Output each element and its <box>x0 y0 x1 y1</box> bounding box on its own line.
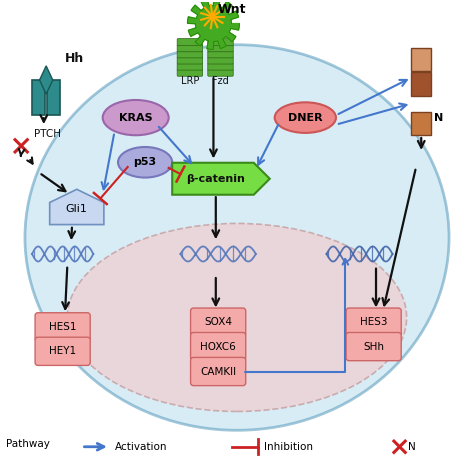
FancyBboxPatch shape <box>346 308 401 336</box>
Polygon shape <box>50 189 104 225</box>
FancyBboxPatch shape <box>191 332 246 361</box>
Text: Hh: Hh <box>65 52 84 65</box>
FancyBboxPatch shape <box>411 48 431 71</box>
FancyBboxPatch shape <box>177 38 202 46</box>
Text: p53: p53 <box>134 157 157 167</box>
Text: Wnt: Wnt <box>218 3 246 16</box>
Text: CAMKII: CAMKII <box>200 366 236 376</box>
Ellipse shape <box>275 102 336 133</box>
FancyBboxPatch shape <box>35 337 90 365</box>
Text: Fzd: Fzd <box>212 76 229 86</box>
FancyBboxPatch shape <box>191 308 246 336</box>
FancyBboxPatch shape <box>177 69 202 76</box>
Text: Gli1: Gli1 <box>66 204 88 214</box>
FancyBboxPatch shape <box>177 45 202 52</box>
Ellipse shape <box>67 223 407 411</box>
Text: DNER: DNER <box>288 113 323 123</box>
FancyBboxPatch shape <box>32 80 45 115</box>
Text: N: N <box>408 442 415 452</box>
Text: HES3: HES3 <box>360 317 387 327</box>
Text: HOXC6: HOXC6 <box>201 342 236 352</box>
FancyBboxPatch shape <box>208 63 233 70</box>
Polygon shape <box>39 66 53 94</box>
Text: β-catenin: β-catenin <box>186 174 245 184</box>
Text: HEY1: HEY1 <box>49 346 76 356</box>
FancyBboxPatch shape <box>411 112 431 135</box>
Text: Pathway: Pathway <box>6 439 50 449</box>
Text: PTCH: PTCH <box>34 129 61 139</box>
FancyBboxPatch shape <box>191 357 246 386</box>
Text: SOX4: SOX4 <box>204 317 232 327</box>
FancyBboxPatch shape <box>208 45 233 52</box>
Ellipse shape <box>25 45 449 430</box>
FancyBboxPatch shape <box>177 57 202 64</box>
Text: Inhibition: Inhibition <box>264 442 313 452</box>
FancyBboxPatch shape <box>411 72 431 96</box>
FancyBboxPatch shape <box>208 51 233 58</box>
Text: SHh: SHh <box>363 342 384 352</box>
FancyBboxPatch shape <box>177 63 202 70</box>
FancyBboxPatch shape <box>47 80 60 115</box>
Ellipse shape <box>118 147 172 178</box>
Text: KRAS: KRAS <box>119 113 153 123</box>
FancyBboxPatch shape <box>177 51 202 58</box>
Polygon shape <box>172 163 270 195</box>
Text: N: N <box>434 113 443 123</box>
Text: LRP: LRP <box>181 76 199 86</box>
Text: Activation: Activation <box>115 442 167 452</box>
FancyBboxPatch shape <box>208 69 233 76</box>
FancyBboxPatch shape <box>346 332 401 361</box>
FancyBboxPatch shape <box>208 38 233 46</box>
FancyBboxPatch shape <box>208 57 233 64</box>
Polygon shape <box>188 0 239 49</box>
FancyBboxPatch shape <box>35 313 90 341</box>
Ellipse shape <box>103 100 169 135</box>
Text: HES1: HES1 <box>49 322 76 332</box>
